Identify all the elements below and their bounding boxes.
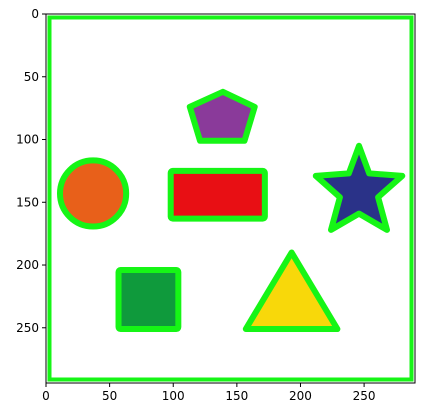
y-tick-label: 100 xyxy=(16,133,39,147)
shapes-layer xyxy=(46,14,415,383)
y-tick-label: 200 xyxy=(16,258,39,272)
y-tick-label: 250 xyxy=(16,321,39,335)
axes-frame xyxy=(45,13,416,384)
circle-shape xyxy=(56,157,130,230)
y-tick-label: 150 xyxy=(16,195,39,209)
y-tick-label: 50 xyxy=(24,70,39,84)
x-tick-label: 250 xyxy=(353,389,376,403)
rectangle-shape xyxy=(167,167,268,222)
x-tick-label: 150 xyxy=(225,389,248,403)
triangle-shape xyxy=(242,249,341,332)
star-shape xyxy=(312,142,406,233)
x-tick-label: 200 xyxy=(289,389,312,403)
axes-layer: 0 50 100 150 200 250 0 50 100 150 200 250 xyxy=(16,7,416,403)
square-shape xyxy=(115,267,182,333)
x-tick-label: 0 xyxy=(42,389,50,403)
x-tick-label: 50 xyxy=(102,389,117,403)
pentagon-shape xyxy=(186,88,258,144)
x-tick-label: 100 xyxy=(162,389,185,403)
image-frame-outline xyxy=(47,15,414,382)
y-tick-label: 0 xyxy=(31,7,39,21)
